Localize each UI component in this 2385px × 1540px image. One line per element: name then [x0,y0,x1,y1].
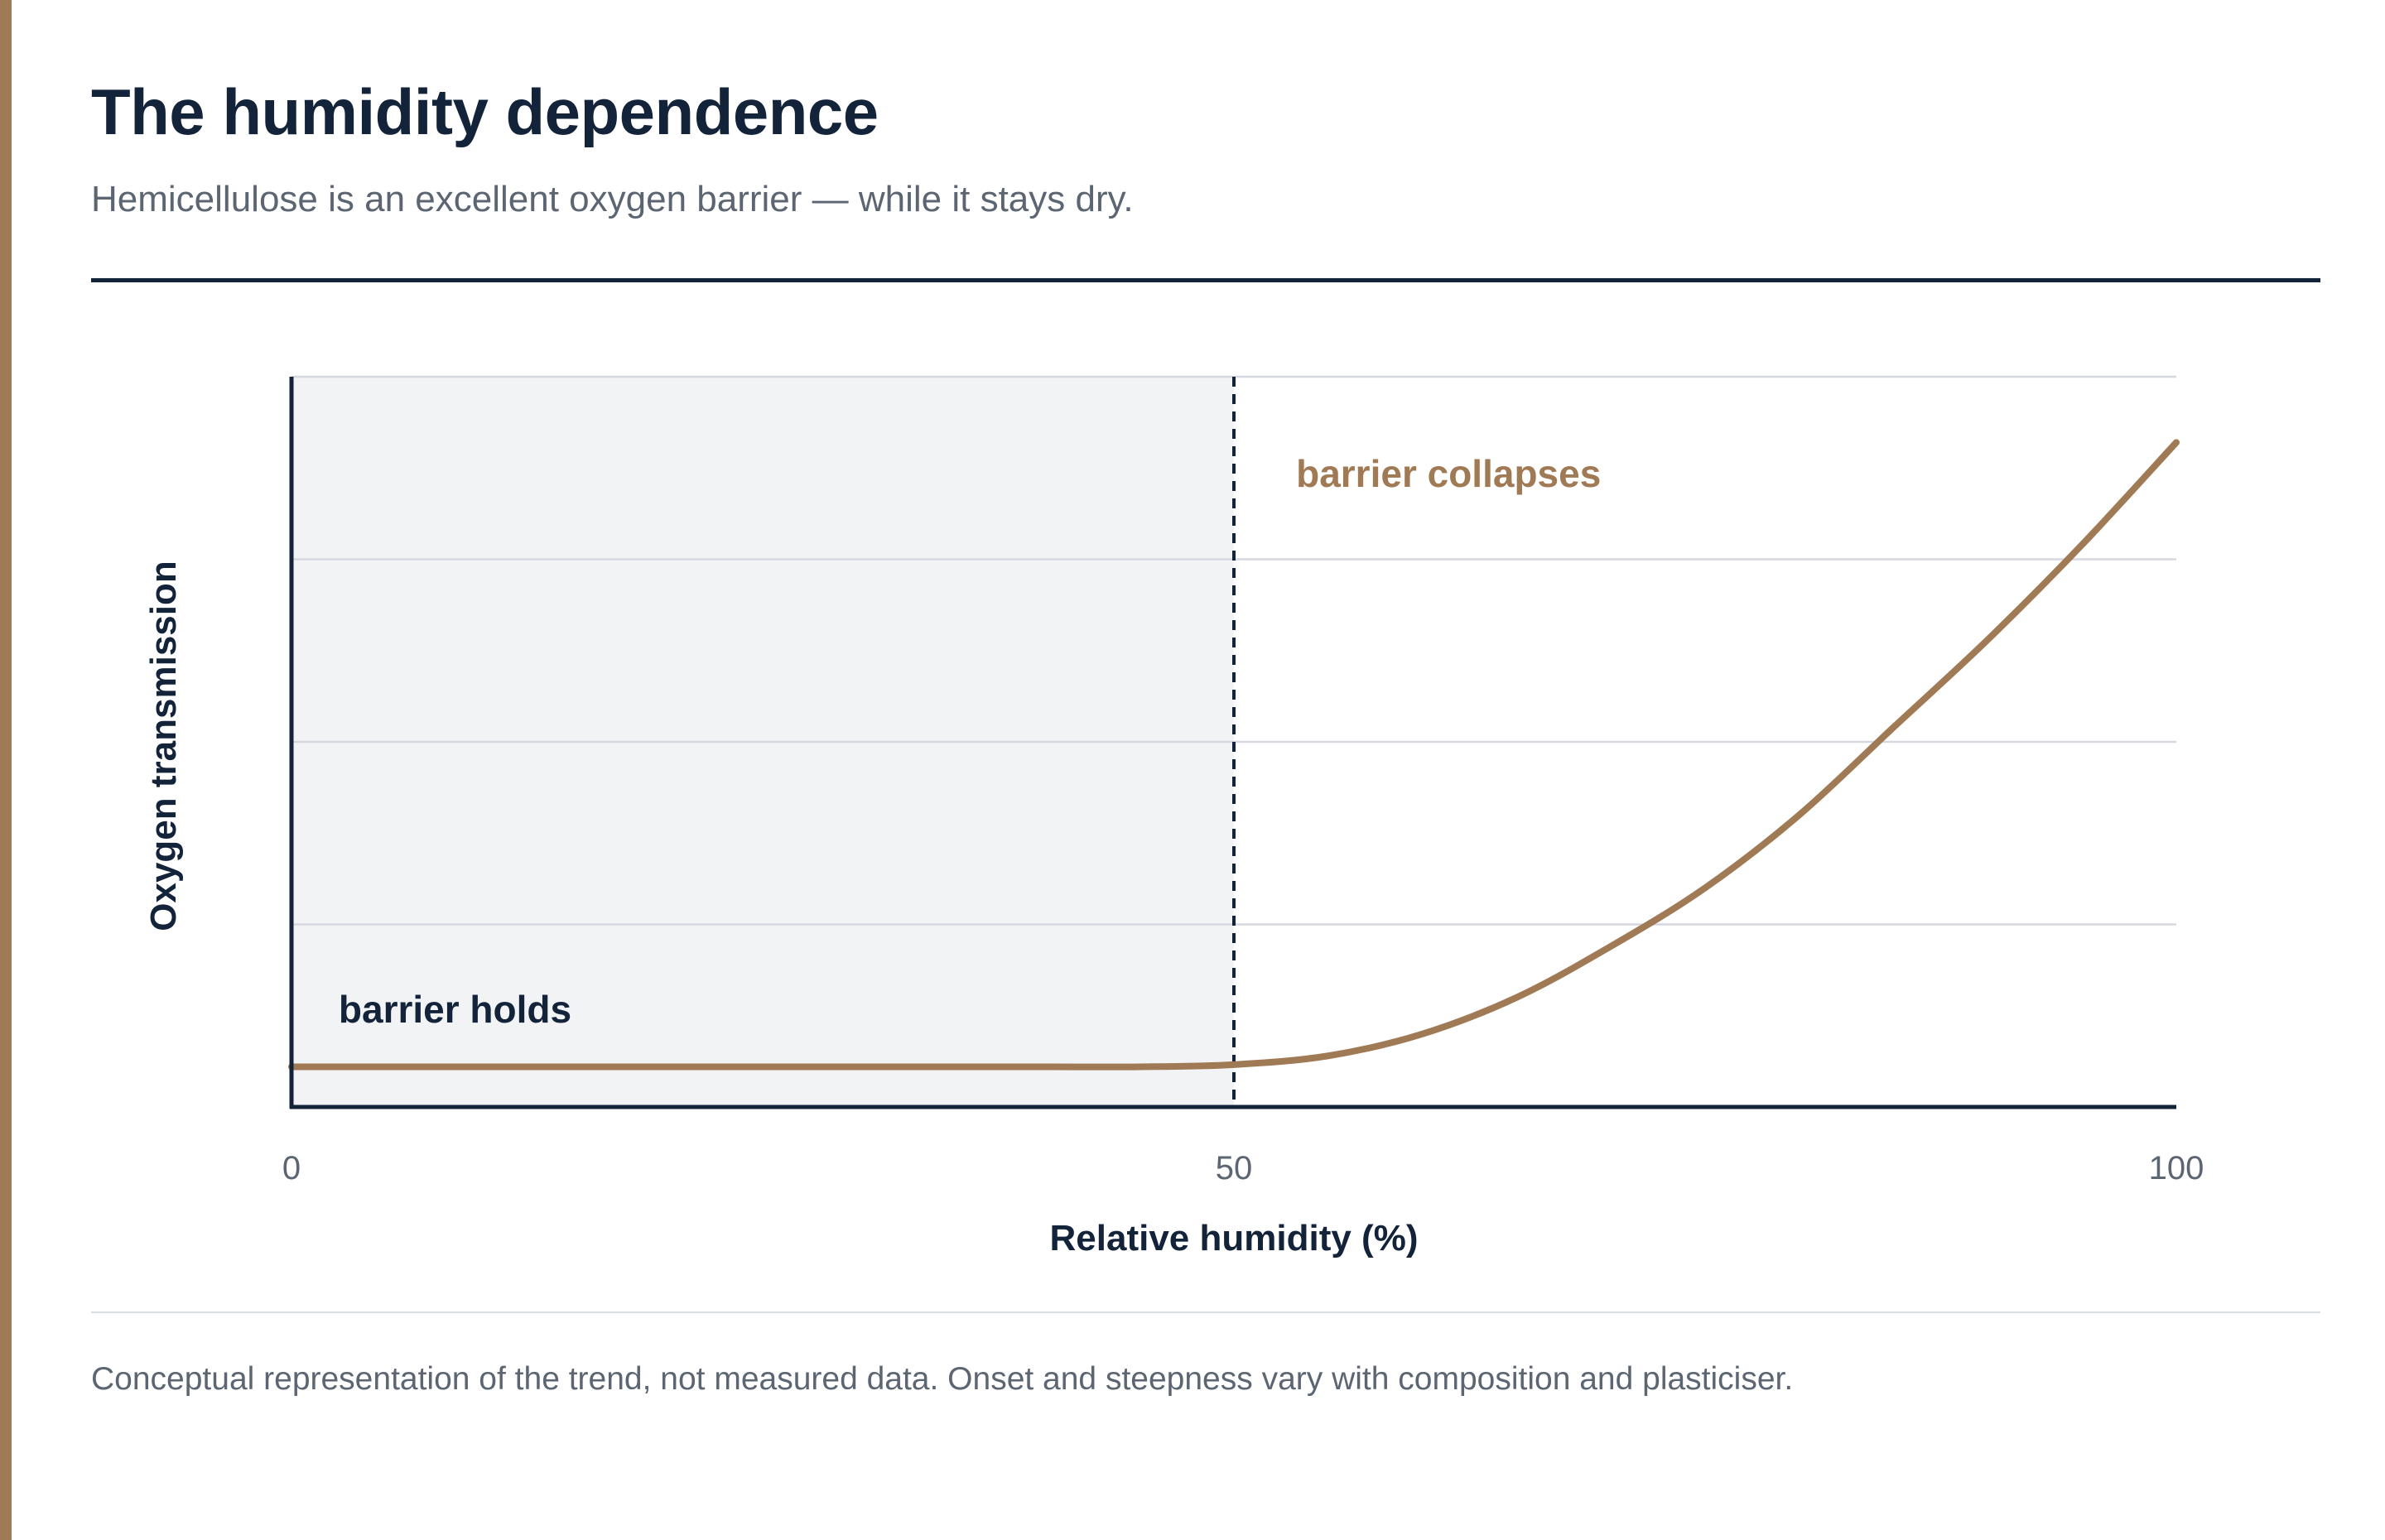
annotation-barrier-collapses: barrier collapses [1296,452,1601,495]
x-axis-label: Relative humidity (%) [1050,1218,1419,1258]
page-content: The humidity dependence Hemicellulose is… [91,0,2320,1540]
series-line [288,439,2180,1071]
page-title: The humidity dependence [91,75,879,148]
x-tick-label: 0 [282,1150,301,1186]
x-tick-label: 50 [1216,1150,1253,1186]
footer-divider [91,1311,2320,1313]
page-subtitle: Hemicellulose is an excellent oxygen bar… [91,179,1134,219]
y-axis-label: Oxygen transmission [143,561,184,931]
x-tick-label: 100 [2149,1150,2204,1186]
x-tick-labels: 0 50 100 [282,1150,2204,1186]
title-divider [91,278,2320,282]
footnote: Conceptual representation of the trend, … [91,1361,1794,1397]
accent-bar [0,0,12,1540]
annotation-barrier-holds: barrier holds [339,988,571,1031]
